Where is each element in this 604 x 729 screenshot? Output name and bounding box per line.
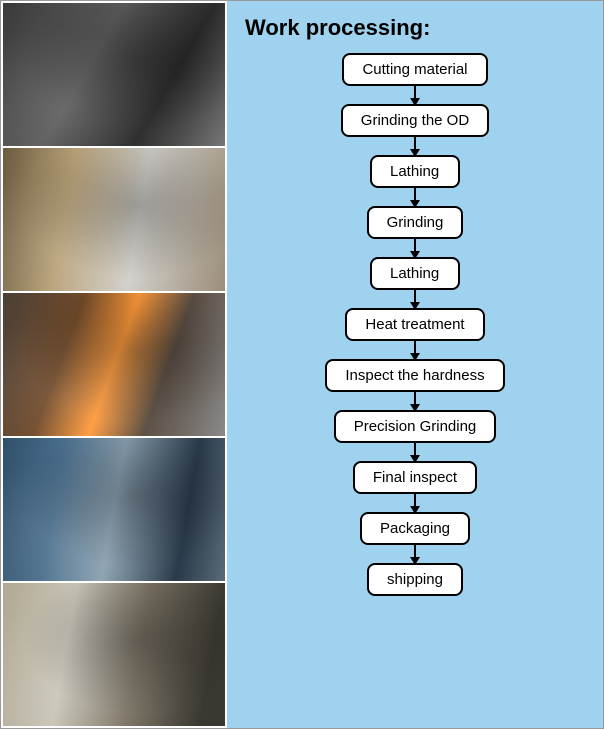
photo-grinding-machine (3, 148, 225, 291)
photo-column (1, 1, 227, 728)
photo-blue-machine (3, 438, 225, 581)
photo-cnc-machine (3, 3, 225, 146)
flowchart: Cutting material Grinding the OD Lathing… (245, 53, 585, 596)
photo-lathe (3, 583, 225, 726)
flow-step-grinding-od: Grinding the OD (341, 104, 489, 137)
flow-step-heat-treatment: Heat treatment (345, 308, 484, 341)
flow-step-precision-grinding: Precision Grinding (334, 410, 497, 443)
flow-step-cutting-material: Cutting material (342, 53, 487, 86)
flow-step-packaging: Packaging (360, 512, 470, 545)
flow-panel: Work processing: Cutting material Grindi… (227, 1, 603, 728)
flow-step-inspect-hardness: Inspect the hardness (325, 359, 504, 392)
flow-title: Work processing: (245, 15, 585, 41)
flow-step-shipping: shipping (367, 563, 463, 596)
flow-step-lathing-1: Lathing (370, 155, 460, 188)
flow-step-lathing-2: Lathing (370, 257, 460, 290)
flow-step-grinding: Grinding (367, 206, 464, 239)
flow-step-final-inspect: Final inspect (353, 461, 477, 494)
photo-spark-grinder (3, 293, 225, 436)
page-root: Work processing: Cutting material Grindi… (0, 0, 604, 729)
